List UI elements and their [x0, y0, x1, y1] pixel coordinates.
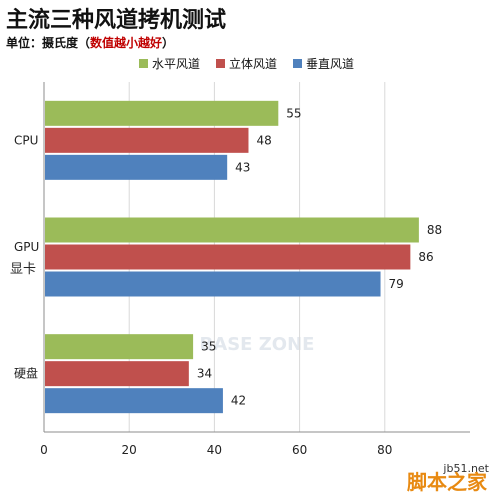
- data-label-1-0: 88: [427, 223, 442, 237]
- category-sublabel-1: 显卡: [10, 262, 36, 277]
- chart-subtitle: 单位：摄氏度（数值越小越好）: [6, 34, 174, 51]
- subtitle-prefix: 单位：摄氏度（: [6, 36, 91, 50]
- legend-swatch-horizontal: [138, 58, 148, 68]
- legend-swatch-vertical: [293, 58, 302, 68]
- category-label-1: GPU: [14, 240, 39, 254]
- x-tick-label-2: 40: [207, 443, 222, 457]
- legend-item-3d: 立体风道: [215, 55, 277, 72]
- data-label-0-1: 48: [256, 133, 271, 147]
- bar-1-1: [45, 244, 411, 270]
- data-label-1-2: 79: [389, 277, 404, 291]
- bar-0-1: [45, 127, 249, 153]
- bar-0-0: [45, 100, 279, 126]
- watermark-domain: jb51.net: [443, 462, 489, 475]
- subtitle-note: 数值越小越好: [90, 36, 163, 50]
- legend-item-horizontal: 水平风道: [138, 55, 200, 72]
- legend-label-horizontal: 水平风道: [151, 56, 200, 71]
- chart-legend: 水平风道 立体风道 垂直风道: [0, 54, 493, 72]
- watermark-brand: 脚本之家: [407, 470, 487, 494]
- x-tick-label-1: 20: [122, 443, 137, 457]
- category-label-0: CPU: [14, 133, 38, 147]
- x-tick-label-3: 60: [292, 443, 307, 457]
- category-label-2: 硬盘: [14, 366, 38, 381]
- data-label-2-2: 42: [231, 394, 246, 408]
- data-label-0-2: 43: [235, 160, 250, 174]
- chart-title: 主流三种风道拷机测试: [6, 7, 227, 33]
- watermark-faint-text: BASE ZONE: [200, 334, 315, 355]
- legend-label-vertical: 垂直风道: [306, 56, 355, 71]
- bar-1-2: [45, 271, 381, 297]
- data-label-2-0: 35: [201, 340, 216, 354]
- data-label-1-1: 86: [418, 250, 433, 264]
- bar-1-0: [45, 217, 419, 243]
- bar-2-1: [45, 361, 189, 387]
- x-tick-label-0: 0: [40, 443, 48, 457]
- legend-label-3d: 立体风道: [228, 56, 277, 71]
- bar-0-2: [45, 154, 228, 180]
- bar-2-2: [45, 388, 223, 414]
- legend-item-vertical: 垂直风道: [293, 55, 354, 72]
- legend-swatch-3d: [215, 58, 225, 68]
- data-label-2-1: 34: [197, 367, 212, 381]
- data-label-0-0: 55: [286, 106, 301, 120]
- bar-2-0: [45, 334, 194, 360]
- x-tick-label-4: 80: [377, 443, 392, 457]
- subtitle-suffix: ）: [162, 36, 175, 50]
